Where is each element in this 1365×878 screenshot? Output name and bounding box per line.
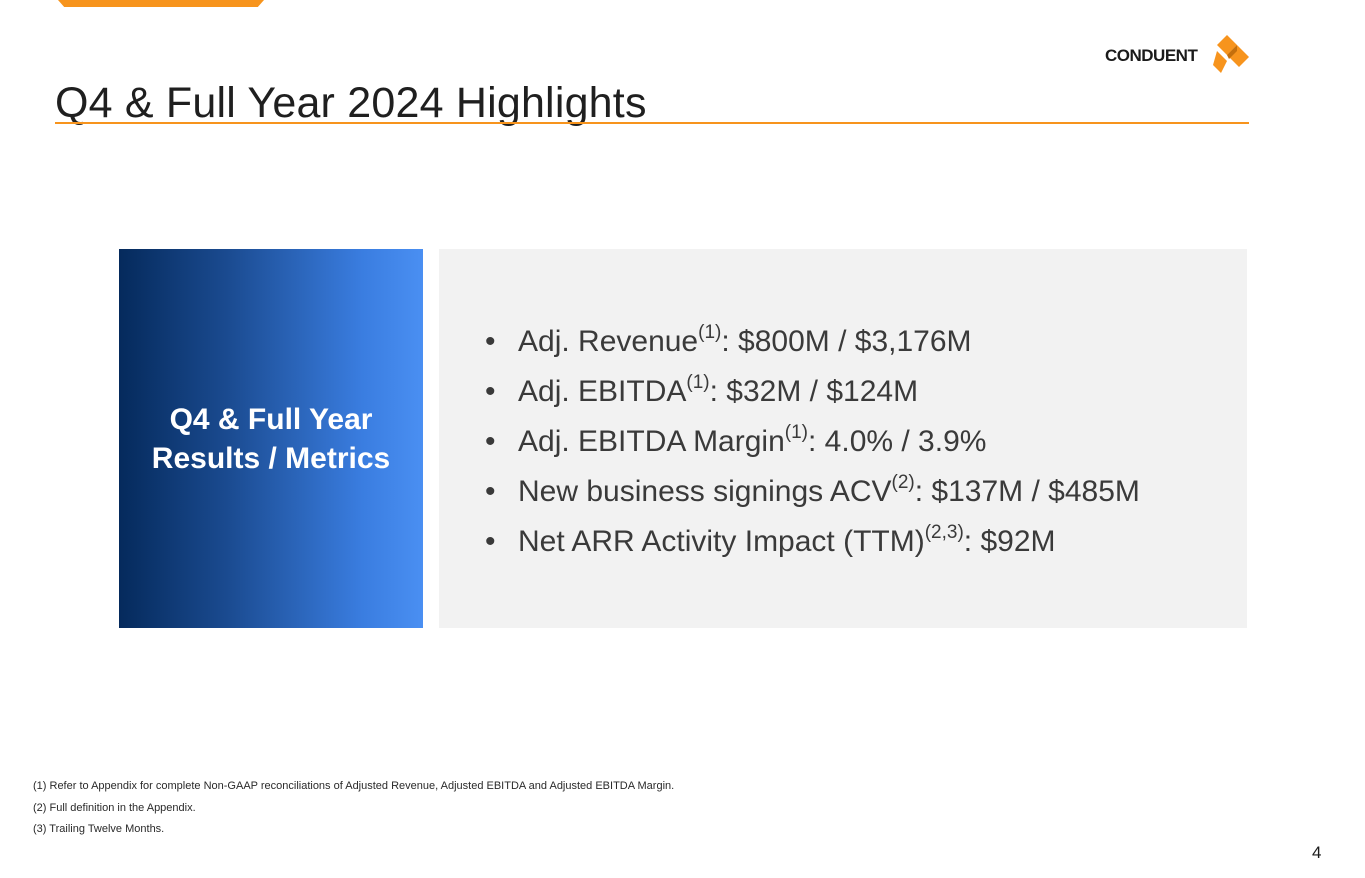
list-item: Adj. EBITDA(1): $32M / $124M xyxy=(483,367,1140,417)
list-item: New business signings ACV(2): $137M / $4… xyxy=(483,467,1140,517)
footnote-ref: (1) xyxy=(686,372,710,393)
metrics-panel: Adj. Revenue(1): $800M / $3,176M Adj. EB… xyxy=(439,249,1247,628)
metric-label: Net ARR Activity Impact (TTM) xyxy=(518,525,925,558)
footnote-ref: (2,3) xyxy=(924,522,964,543)
conduent-logo-icon xyxy=(1213,35,1249,73)
footnote-ref: (2) xyxy=(891,472,915,493)
metric-label: Adj. Revenue xyxy=(518,325,699,358)
footnote-ref: (1) xyxy=(698,322,722,343)
metrics-list: Adj. Revenue(1): $800M / $3,176M Adj. EB… xyxy=(483,317,1140,567)
list-item: Adj. Revenue(1): $800M / $3,176M xyxy=(483,317,1140,367)
metric-value: : $137M / $485M xyxy=(914,475,1140,508)
page-title: Q4 & Full Year 2024 Highlights xyxy=(55,78,647,127)
top-accent-bar xyxy=(58,0,264,7)
metric-label: Adj. EBITDA xyxy=(518,375,687,408)
list-item: Adj. EBITDA Margin(1): 4.0% / 3.9% xyxy=(483,417,1140,467)
title-underline xyxy=(55,122,1249,124)
results-heading-panel: Q4 & Full Year Results / Metrics xyxy=(119,249,423,628)
metric-value: : 4.0% / 3.9% xyxy=(808,425,987,458)
metric-value: : $92M xyxy=(963,525,1056,558)
footnote: (1) Refer to Appendix for complete Non-G… xyxy=(33,780,675,792)
page-number: 4 xyxy=(1312,843,1322,862)
metric-value: : $800M / $3,176M xyxy=(721,325,972,358)
list-item: Net ARR Activity Impact (TTM)(2,3): $92M xyxy=(483,517,1140,567)
footnotes: (1) Refer to Appendix for complete Non-G… xyxy=(33,776,674,841)
metric-value: : $32M / $124M xyxy=(709,375,919,408)
logo-text: CONDUENT xyxy=(1105,46,1198,65)
metric-label: Adj. EBITDA Margin xyxy=(518,425,785,458)
footnote: (2) Full definition in the Appendix. xyxy=(33,801,196,814)
metric-label: New business signings ACV xyxy=(518,475,892,508)
results-heading: Q4 & Full Year Results / Metrics xyxy=(151,402,391,475)
footnote-ref: (1) xyxy=(784,422,808,443)
conduent-logo: CONDUENT xyxy=(1105,34,1251,74)
footnote: (3) Trailing Twelve Months. xyxy=(33,823,165,835)
